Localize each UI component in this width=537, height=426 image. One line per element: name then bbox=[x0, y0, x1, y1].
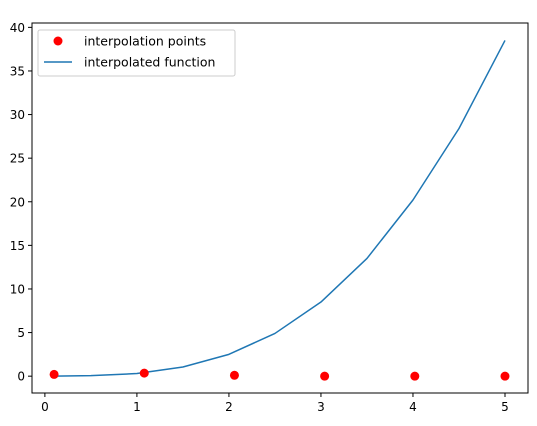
legend-marker-interpolation-points bbox=[53, 36, 63, 46]
interpolation-point bbox=[49, 369, 59, 379]
y-tick-label: 0 bbox=[17, 370, 25, 384]
legend-box bbox=[37, 29, 236, 77]
x-tick-label: 3 bbox=[317, 400, 325, 414]
x-tick-label: 0 bbox=[41, 400, 49, 414]
x-tick-label: 2 bbox=[225, 400, 233, 414]
y-tick-label: 20 bbox=[10, 195, 25, 209]
x-tick-label: 5 bbox=[501, 400, 509, 414]
y-tick-label: 35 bbox=[10, 64, 25, 78]
interpolation-point bbox=[410, 371, 420, 381]
series-line-interpolated-function bbox=[54, 40, 506, 377]
interpolation-point bbox=[229, 370, 239, 380]
y-tick-label: 10 bbox=[10, 282, 25, 296]
y-tick-label: 40 bbox=[10, 21, 25, 35]
y-tick-label: 25 bbox=[10, 152, 25, 166]
interpolation-point bbox=[500, 371, 510, 381]
axes-frame bbox=[31, 22, 529, 394]
plot-area bbox=[49, 40, 510, 381]
x-tick-label: 1 bbox=[133, 400, 141, 414]
axes: 0 1 2 3 4 5 0 5 10 15 20 25 30 35 40 bbox=[10, 21, 529, 414]
interpolation-point bbox=[320, 371, 330, 381]
y-tick-label: 5 bbox=[17, 326, 25, 340]
interpolation-point bbox=[139, 368, 149, 378]
x-tick-label: 4 bbox=[409, 400, 417, 414]
y-tick-label: 30 bbox=[10, 108, 25, 122]
legend-label-interpolated-function: interpolated function bbox=[84, 55, 215, 70]
legend-label-interpolation-points: interpolation points bbox=[84, 34, 206, 49]
y-tick-label: 15 bbox=[10, 239, 25, 253]
legend: interpolation points interpolated functi… bbox=[37, 29, 236, 77]
